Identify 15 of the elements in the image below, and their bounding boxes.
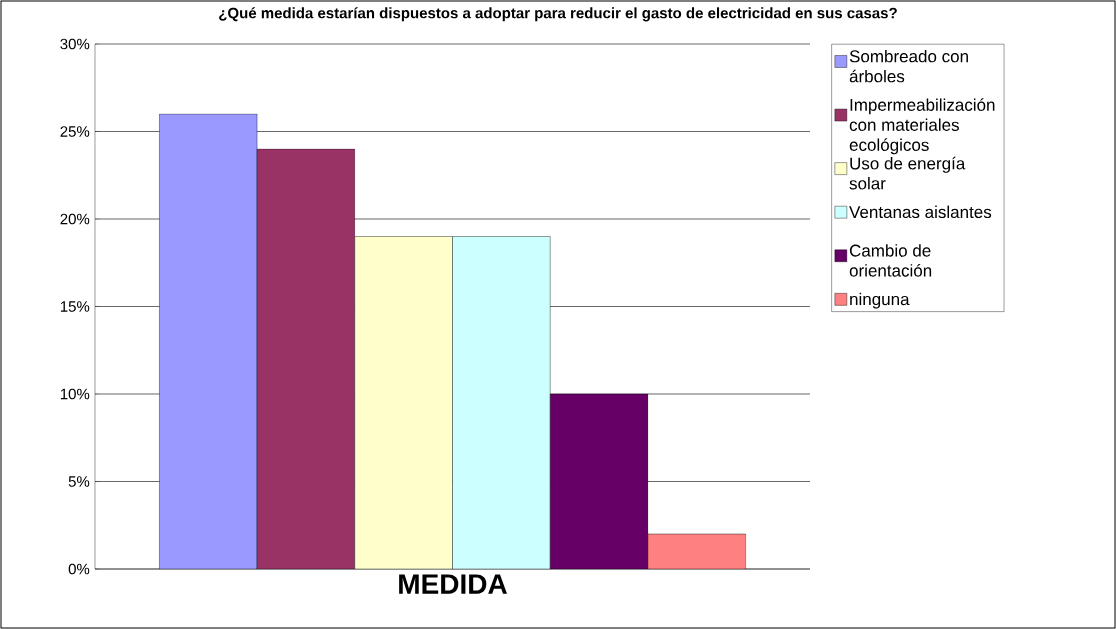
y-tick-label: 15% (60, 301, 90, 312)
x-tick-label: MEDIDA (399, 574, 507, 594)
legend-label: ninguna (850, 292, 910, 309)
legend-label: Impermeabilización con materiales ecológicos (849, 98, 995, 155)
y-tick-label: 5% (68, 476, 90, 487)
y-tick-label: 0% (68, 563, 90, 575)
y-tick-label: 30% (60, 38, 90, 50)
legend-label: Sombreado con árboles (849, 49, 968, 83)
legend-label: Cambio de orientación (849, 244, 932, 277)
y-tick-label: 25% (60, 126, 90, 137)
legend-label: Uso de energía solar (849, 156, 966, 190)
y-tick-label: 10% (60, 388, 90, 400)
y-tick-label: 20% (60, 213, 90, 225)
chart-title: ¿Qué medida estarían dispuestos a adoptar para reducir el gasto de electricidad en sus casas? (219, 7, 897, 22)
legend-label: Ventanas aislantes (849, 205, 992, 219)
